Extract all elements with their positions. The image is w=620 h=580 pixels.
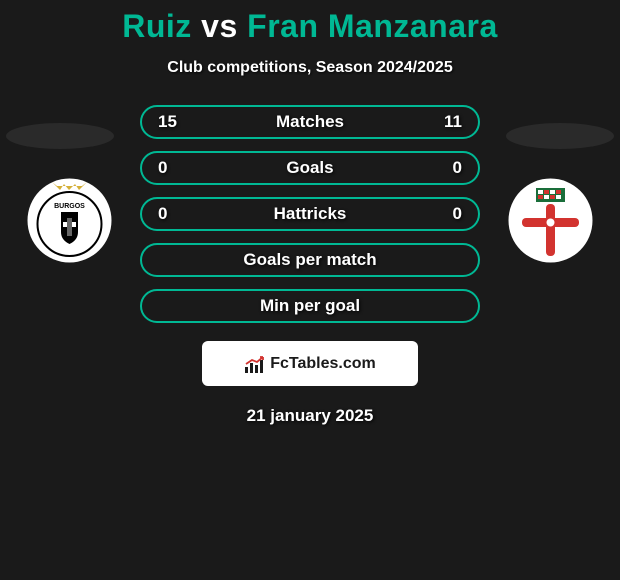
title-player1: Ruiz xyxy=(122,8,192,44)
stat-right-value: 11 xyxy=(432,112,462,132)
stat-right-value: 0 xyxy=(432,158,462,178)
stat-row-hattricks: 0 Hattricks 0 xyxy=(140,197,480,231)
shadow-ellipse-right xyxy=(506,123,614,149)
svg-text:BURGOS: BURGOS xyxy=(54,203,85,210)
stat-right-value: 0 xyxy=(432,204,462,224)
stat-label: Goals per match xyxy=(243,250,376,270)
stat-row-goals-per-match: Goals per match xyxy=(140,243,480,277)
stat-label: Hattricks xyxy=(274,204,347,224)
stat-label: Goals xyxy=(286,158,333,178)
comparison-container: Ruiz vs Fran Manzanara Club competitions… xyxy=(0,0,620,426)
stat-rows: 15 Matches 11 0 Goals 0 0 Hattricks 0 Go… xyxy=(140,105,480,323)
stat-left-value: 0 xyxy=(158,204,188,224)
stat-label: Min per goal xyxy=(260,296,360,316)
date: 21 january 2025 xyxy=(247,406,374,426)
title-vs: vs xyxy=(201,8,238,44)
stat-label: Matches xyxy=(276,112,344,132)
title-player2: Fran Manzanara xyxy=(247,8,498,44)
subtitle: Club competitions, Season 2024/2025 xyxy=(167,59,452,77)
stat-row-goals: 0 Goals 0 xyxy=(140,151,480,185)
logo-text: FcTables.com xyxy=(270,355,376,373)
stat-row-min-per-goal: Min per goal xyxy=(140,289,480,323)
club-badge-left: BURGOS xyxy=(27,178,112,263)
logo-chart-icon xyxy=(244,355,266,373)
page-title: Ruiz vs Fran Manzanara xyxy=(122,8,498,45)
stat-row-matches: 15 Matches 11 xyxy=(140,105,480,139)
club-badge-right xyxy=(508,178,593,263)
stat-left-value: 0 xyxy=(158,158,188,178)
stat-left-value: 15 xyxy=(158,112,188,132)
logo-box: FcTables.com xyxy=(202,341,418,386)
shadow-ellipse-left xyxy=(6,123,114,149)
